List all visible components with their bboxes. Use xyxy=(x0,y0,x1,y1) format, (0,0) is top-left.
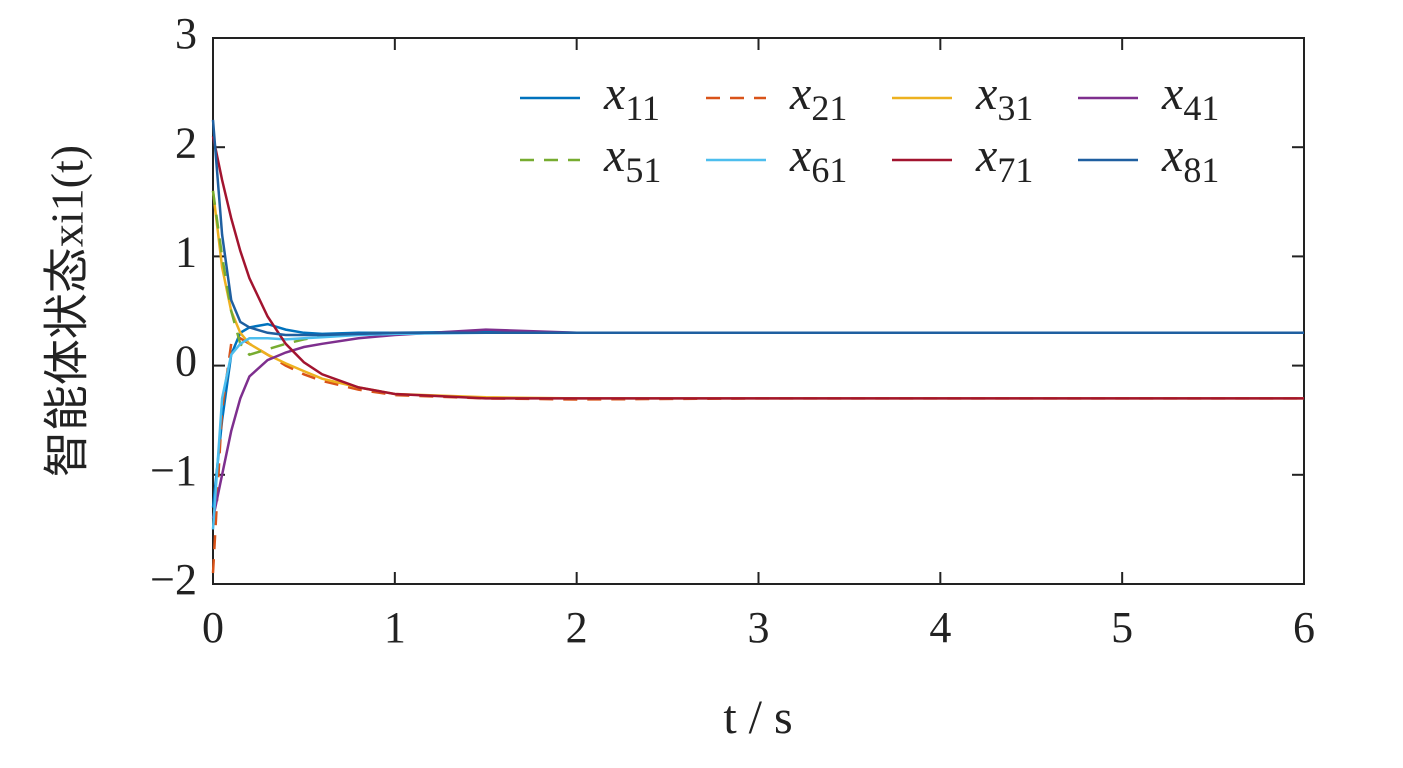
x-tick-label: 3 xyxy=(748,603,770,652)
legend-subscript: 81 xyxy=(1183,150,1219,190)
series-line xyxy=(211,336,1304,574)
series-line xyxy=(211,331,1304,530)
legend-subscript: 41 xyxy=(1183,88,1219,128)
y-tick-label: 3 xyxy=(175,9,197,58)
y-tick-label: 1 xyxy=(175,227,197,276)
series-line xyxy=(211,190,1304,400)
x-axis-label: t / s xyxy=(723,691,792,744)
y-tick-label: 0 xyxy=(175,337,197,386)
y-axis-label: 智能体状态xi1(t) xyxy=(42,145,93,477)
legend-label: x11 xyxy=(603,67,660,128)
legend-symbol: x xyxy=(603,129,625,182)
y-tick-label: 2 xyxy=(175,118,197,167)
legend-symbol: x xyxy=(1161,129,1183,182)
legend-label: x41 xyxy=(1161,67,1219,128)
legend-label: x21 xyxy=(789,67,847,128)
legend-subscript: 51 xyxy=(625,150,661,190)
legend-label: x31 xyxy=(975,67,1033,128)
legend-subscript: 21 xyxy=(811,88,847,128)
x-tick-label: 6 xyxy=(1293,603,1315,652)
legend-symbol: x xyxy=(975,67,997,120)
y-tick-label: −1 xyxy=(150,446,197,495)
legend-symbol: x xyxy=(789,129,811,182)
plot-frame xyxy=(212,37,1305,585)
legend-subscript: 71 xyxy=(997,150,1033,190)
series-line xyxy=(211,119,1304,337)
legend-label: x61 xyxy=(789,129,847,190)
legend-subscript: 11 xyxy=(625,88,660,128)
x-tick-label: 2 xyxy=(566,603,588,652)
legend-symbol: x xyxy=(789,67,811,120)
legend-label: x81 xyxy=(1161,129,1219,190)
legend-subscript: 61 xyxy=(811,150,847,190)
x-tick-label: 4 xyxy=(929,603,951,652)
series-line xyxy=(211,328,1304,519)
series-line xyxy=(211,136,1304,400)
legend-symbol: x xyxy=(603,67,625,120)
x-tick-label: 5 xyxy=(1111,603,1133,652)
x-tick-label: 1 xyxy=(384,603,406,652)
legend-symbol: x xyxy=(1161,67,1183,120)
x-tick-label: 0 xyxy=(202,603,224,652)
series-line xyxy=(211,190,1304,357)
legend-label: x51 xyxy=(603,129,661,190)
legend-label: x71 xyxy=(975,129,1033,190)
legend-symbol: x xyxy=(975,129,997,182)
series-line xyxy=(211,322,1304,508)
y-tick-label: −2 xyxy=(150,555,197,604)
legend-subscript: 31 xyxy=(997,88,1033,128)
